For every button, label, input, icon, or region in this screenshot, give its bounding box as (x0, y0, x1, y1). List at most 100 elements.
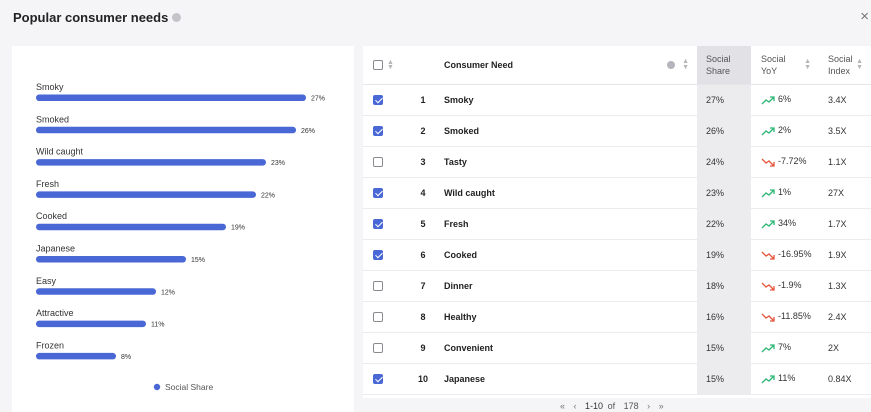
index-cell: 1.9X (819, 239, 871, 271)
bar-chart: Smoky 27% Smoked 26% Wild caught 23% Fresh 22% C… (36, 82, 325, 392)
pagination: « ‹ 1-10 of 178 › » (560, 401, 670, 411)
yoy-cell: 6% (778, 94, 792, 105)
row-checkbox[interactable] (373, 125, 383, 136)
data-label: 19% (231, 225, 245, 232)
trend-up-icon (761, 95, 775, 105)
yoy-cell: -7.72% (778, 156, 807, 167)
row-checkbox[interactable] (373, 249, 383, 260)
rank-cell: 7 (403, 270, 443, 302)
bar[interactable] (36, 352, 116, 360)
rank-cell: 1 (403, 84, 443, 116)
yoy-cell: -16.95% (778, 249, 812, 260)
need-cell: Dinner (443, 270, 697, 302)
yoy-cell: -11.85% (778, 311, 811, 322)
table-row[interactable]: 4 Wild caught 23% 1% 27X (363, 177, 871, 209)
bar[interactable] (36, 94, 306, 102)
modal-title: Popular consumer needs (13, 10, 182, 25)
bar[interactable] (36, 223, 226, 231)
share-header[interactable]: Social Share (697, 46, 751, 85)
sort-icon[interactable]: ▲ ▼ (856, 57, 863, 71)
yoy-header[interactable]: Social YoY ▲ ▼ (751, 46, 819, 85)
rank-cell: 4 (403, 177, 443, 209)
table-row[interactable]: 3 Tasty 24% -7.72% 1.1X (363, 146, 871, 178)
category-label: Wild caught (36, 147, 84, 157)
sort-icon[interactable]: ▲ ▼ (387, 59, 394, 72)
row-checkbox[interactable] (373, 187, 383, 198)
share-cell: 24% (697, 146, 751, 178)
need-cell: Japanese (443, 363, 697, 395)
info-icon[interactable] (667, 60, 675, 69)
table-row[interactable]: 8 Healthy 16% -11.85% 2.4X (363, 301, 871, 333)
category-label: Easy (36, 276, 57, 286)
page-range: 1-10 (585, 401, 604, 411)
table-row[interactable]: 2 Smoked 26% 2% 3.5X (363, 115, 871, 147)
trend-down-icon (761, 251, 775, 260)
yoy-cell: -1.9% (778, 280, 802, 291)
page-of-label: of (607, 401, 616, 411)
sort-icon[interactable]: ▲ ▼ (804, 57, 811, 71)
table-row[interactable]: 6 Cooked 19% -16.95% 1.9X (363, 239, 871, 271)
sort-icon[interactable]: ▲ ▼ (682, 57, 689, 71)
close-icon[interactable]: × (860, 8, 869, 25)
need-cell: Smoked (443, 115, 697, 147)
page-total: 178 (623, 401, 639, 411)
rank-cell: 8 (403, 301, 443, 333)
data-label: 22% (261, 192, 275, 199)
yoy-cell: 7% (778, 342, 792, 353)
share-cell: 26% (697, 115, 751, 147)
row-checkbox[interactable] (373, 280, 383, 291)
category-label: Smoky (36, 82, 64, 92)
row-checkbox[interactable] (373, 94, 383, 105)
rank-cell: 9 (403, 332, 443, 364)
row-checkbox[interactable] (373, 156, 383, 167)
table-row[interactable]: 1 Smoky 27% 6% 3.4X (363, 84, 871, 116)
last-page-button[interactable]: » (658, 401, 664, 411)
bar[interactable] (36, 159, 266, 166)
data-label: 23% (271, 160, 285, 167)
data-label: 15% (191, 257, 205, 264)
table-row[interactable]: 10 Japanese 15% 11% 0.84X (363, 363, 871, 395)
table-row[interactable]: 7 Dinner 18% -1.9% 1.3X (363, 270, 871, 302)
need-cell: Smoky (443, 84, 697, 116)
bar[interactable] (36, 320, 146, 328)
legend-label[interactable]: Social Share (165, 382, 213, 392)
trend-down-icon (761, 282, 775, 291)
yoy-cell: 1% (778, 187, 792, 198)
rank-cell: 5 (403, 208, 443, 240)
info-icon[interactable] (172, 13, 182, 23)
index-header[interactable]: Social Index ▲ ▼ (819, 46, 871, 85)
trend-up-icon (761, 374, 775, 384)
trend-down-icon (761, 313, 775, 322)
bar-chart-panel: Smoky 27% Smoked 26% Wild caught 23% Fresh 22% C… (12, 46, 354, 412)
share-cell: 15% (697, 363, 751, 395)
data-label: 26% (301, 128, 315, 135)
bar[interactable] (36, 256, 186, 263)
share-cell: 16% (697, 301, 751, 333)
table-row[interactable]: 9 Convenient 15% 7% 2X (363, 332, 871, 364)
next-page-button[interactable]: › (647, 401, 651, 411)
yoy-cell: 2% (778, 125, 792, 136)
need-cell: Wild caught (443, 177, 697, 209)
need-header[interactable]: Consumer Need ▲ ▼ (443, 46, 697, 85)
index-cell: 2.4X (819, 301, 871, 333)
select-all-checkbox[interactable] (373, 60, 383, 71)
yoy-cell: 11% (778, 373, 796, 384)
row-checkbox[interactable] (373, 311, 383, 322)
bar[interactable] (36, 126, 296, 134)
first-page-button[interactable]: « (560, 401, 566, 411)
row-checkbox[interactable] (373, 373, 383, 384)
rank-cell: 3 (403, 146, 443, 178)
bar[interactable] (36, 288, 156, 295)
table-row[interactable]: 5 Fresh 22% 34% 1.7X (363, 208, 871, 240)
category-label: Frozen (36, 340, 64, 350)
prev-page-button[interactable]: ‹ (573, 401, 577, 411)
category-label: Smoked (36, 114, 69, 124)
bar[interactable] (36, 191, 256, 198)
need-cell: Fresh (443, 208, 697, 240)
consumer-needs-table-panel: ▲ ▼ Consumer Need ▲ ▼ Social Share (363, 46, 871, 398)
select-all-header: ▲ ▼ (363, 46, 403, 85)
row-checkbox[interactable] (373, 218, 383, 229)
trend-up-icon (761, 188, 775, 198)
row-checkbox[interactable] (373, 342, 383, 353)
index-cell: 3.4X (819, 84, 871, 116)
